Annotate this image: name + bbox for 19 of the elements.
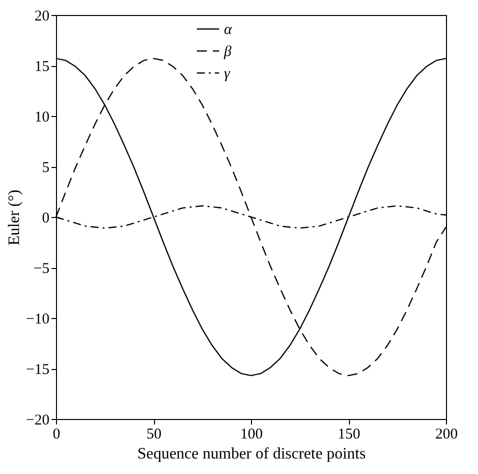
x-tick-label: 100 — [240, 426, 263, 442]
x-tick-label: 0 — [52, 426, 60, 442]
y-tick-label: 5 — [42, 160, 50, 176]
y-tick-label: −5 — [34, 261, 50, 277]
legend-label: γ — [224, 66, 231, 82]
legend-label: β — [223, 44, 232, 60]
x-tick-label: 150 — [338, 426, 360, 442]
y-tick-label: −10 — [26, 312, 50, 328]
y-tick-label: −20 — [26, 412, 50, 428]
x-axis-title: Sequence number of discrete points — [137, 446, 366, 462]
y-tick-label: 15 — [34, 59, 50, 75]
y-tick-label: 20 — [34, 8, 50, 24]
y-tick-label: −15 — [26, 362, 50, 378]
x-tick-label: 50 — [146, 426, 162, 442]
x-tick-label: 200 — [435, 426, 458, 442]
y-tick-label: 0 — [42, 210, 50, 226]
legend-label: α — [224, 22, 233, 38]
y-tick-label: 10 — [34, 110, 50, 126]
y-axis-title: Euler (°) — [6, 190, 24, 246]
